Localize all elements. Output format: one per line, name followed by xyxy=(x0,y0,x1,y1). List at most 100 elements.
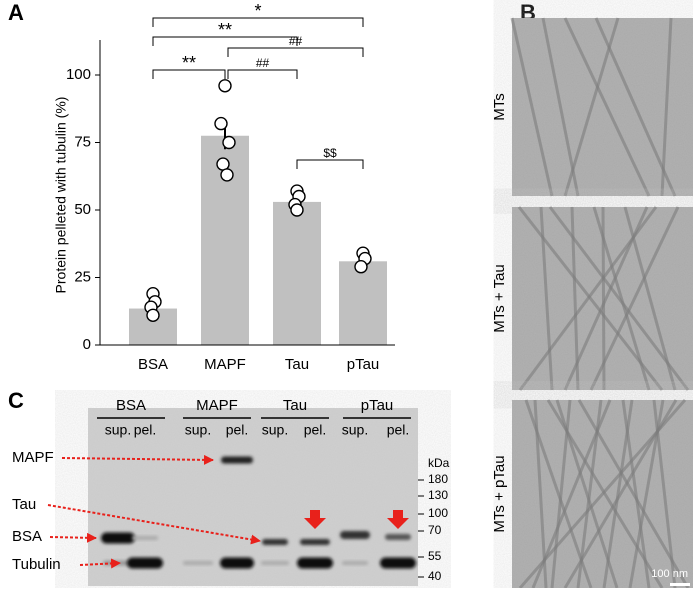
gel-lane-label: sup. xyxy=(105,422,131,438)
data-point xyxy=(146,308,160,322)
gel-band xyxy=(262,539,288,545)
microtubule xyxy=(518,206,658,391)
data-point xyxy=(220,168,234,182)
red-arrow xyxy=(387,510,409,529)
y-tick-label: 50 xyxy=(74,201,91,218)
significance-bracket xyxy=(152,69,226,79)
gel-band xyxy=(183,561,213,565)
gel-band xyxy=(220,557,254,569)
micrograph-label: MTs + Tau xyxy=(491,264,508,333)
gel-lane-label: pel. xyxy=(387,422,410,438)
microtubule xyxy=(548,206,690,391)
protein-label: Tau xyxy=(12,496,36,513)
data-point xyxy=(218,79,232,93)
significance-bracket xyxy=(296,159,364,169)
gel-band xyxy=(221,456,253,464)
protein-arrow xyxy=(79,558,121,569)
marker-label: 130 xyxy=(428,488,448,502)
protein-arrow xyxy=(61,454,214,465)
x-tick-label: pTau xyxy=(347,356,380,373)
gel-group-label: MAPF xyxy=(196,397,238,414)
gel-group-label: Tau xyxy=(283,397,307,414)
significance-bracket xyxy=(227,69,298,79)
gel-lane-label: pel. xyxy=(134,422,157,438)
x-tick-label: BSA xyxy=(138,356,168,373)
scale-bar xyxy=(670,583,690,586)
gel-group-label: pTau xyxy=(361,397,394,414)
x-tick-label: MAPF xyxy=(204,356,246,373)
microtubule xyxy=(594,17,677,197)
gel-band xyxy=(132,536,158,540)
gel-band xyxy=(300,539,330,545)
microtubule xyxy=(517,206,664,391)
significance-bracket xyxy=(227,47,364,57)
panel-letter: C xyxy=(8,388,24,413)
bar xyxy=(273,201,321,345)
significance-bracket xyxy=(152,36,298,46)
protein-arrow xyxy=(49,532,97,543)
y-tick-label: 0 xyxy=(83,336,91,353)
micrograph xyxy=(512,206,693,391)
gel-band xyxy=(297,557,333,569)
microtubule xyxy=(589,206,680,391)
protein-label: MAPF xyxy=(12,449,54,466)
panel-letter: A xyxy=(8,0,24,25)
marker-label: 70 xyxy=(428,523,442,537)
data-point xyxy=(354,260,368,274)
significance-label: * xyxy=(254,1,261,21)
microtubule xyxy=(563,17,651,197)
microtubule xyxy=(531,399,612,589)
micrograph xyxy=(512,399,693,589)
marker-unit: kDa xyxy=(428,456,450,470)
marker-label: 100 xyxy=(428,506,448,520)
protein-label: Tubulin xyxy=(12,556,61,573)
significance-label: ** xyxy=(182,53,196,73)
microtubule xyxy=(628,399,665,589)
gel-band xyxy=(127,557,163,569)
gel-lane-label: pel. xyxy=(226,422,249,438)
scale-bar-label: 100 nm xyxy=(651,568,688,580)
gel-lane-label: sup. xyxy=(342,422,368,438)
significance-label: ## xyxy=(256,56,270,70)
data-point xyxy=(290,203,304,217)
significance-label: ** xyxy=(218,20,232,40)
significance-label: $$ xyxy=(323,146,337,160)
y-tick-label: 75 xyxy=(74,133,91,150)
microtubule xyxy=(601,206,606,391)
gel-band xyxy=(101,532,135,544)
micrograph-label: MTs + pTau xyxy=(491,455,508,532)
protein-label: BSA xyxy=(12,528,42,545)
red-arrow xyxy=(304,510,326,529)
microtubule xyxy=(533,399,548,589)
data-point xyxy=(222,135,236,150)
gel-lane-label: sup. xyxy=(262,422,288,438)
microtubule xyxy=(510,17,554,197)
microtubule xyxy=(541,17,580,197)
data-point xyxy=(214,116,228,131)
microtubule xyxy=(555,399,619,589)
significance-bracket xyxy=(152,17,364,27)
marker-label: 55 xyxy=(428,549,442,563)
gel-lane-label: pel. xyxy=(304,422,327,438)
marker-label: 40 xyxy=(428,569,442,583)
marker-label: 180 xyxy=(428,472,448,486)
micrograph xyxy=(510,17,693,197)
protein-arrow xyxy=(47,504,261,545)
bar xyxy=(339,261,387,345)
y-axis-label: Protein pelleted with tubulin (%) xyxy=(53,97,69,294)
gel-band xyxy=(385,534,411,540)
gel-band xyxy=(380,557,416,569)
gel-band xyxy=(342,561,368,565)
gel-group-label: BSA xyxy=(116,397,146,414)
gel-image xyxy=(88,408,418,586)
microtubule xyxy=(602,399,634,589)
gel-lane-label: sup. xyxy=(185,422,211,438)
gel-band xyxy=(261,561,289,565)
x-tick-label: Tau xyxy=(285,356,309,373)
significance-label: ## xyxy=(289,34,303,48)
y-tick-label: 25 xyxy=(74,268,91,285)
micrograph-label: MTs xyxy=(491,93,508,121)
gel-band xyxy=(340,531,370,539)
microtubule xyxy=(660,17,673,197)
